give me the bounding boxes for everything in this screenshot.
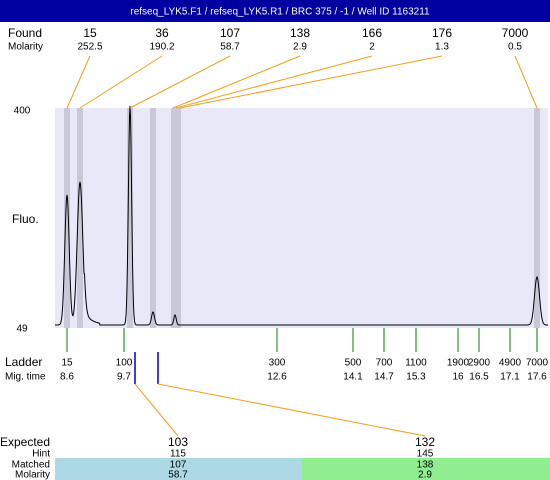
ladder-time: 14.1: [343, 372, 363, 383]
ladder-time: 12.6: [267, 372, 287, 383]
matched-molarity: 58.7: [168, 470, 188, 480]
peak-band: [64, 108, 70, 328]
plot-area: [55, 108, 548, 328]
ladder-time: 15.3: [406, 372, 426, 383]
expected-connector: [157, 383, 426, 437]
ladder-sublabel: Mig. time: [5, 372, 46, 383]
trace: [55, 105, 548, 326]
peak-molarity: 58.7: [220, 42, 240, 53]
hint-label: Hint: [32, 449, 50, 460]
ladder-time: 17.6: [527, 372, 547, 383]
expected-size: 103: [168, 435, 188, 449]
found-sublabel: Molarity: [8, 42, 43, 53]
title-bar: [0, 0, 550, 22]
ladder-size: 7000: [526, 358, 549, 369]
hint-size: 115: [170, 449, 186, 460]
ladder-time: 16: [452, 372, 464, 383]
peak-band: [127, 108, 133, 328]
peak-band: [77, 108, 83, 328]
ladder-time: 9.7: [117, 372, 131, 383]
ladder-time: 16.5: [469, 372, 489, 383]
peak-connector: [514, 55, 538, 109]
peak-size: 138: [290, 26, 310, 40]
peak-molarity: 1.3: [435, 42, 449, 53]
peak-size: 36: [155, 26, 169, 40]
peak-size: 15: [83, 26, 97, 40]
match-box: [302, 458, 550, 480]
peak-size: 166: [362, 26, 382, 40]
found-label: Found: [8, 26, 42, 40]
match-box: [55, 458, 302, 480]
expected-label: Expected: [0, 435, 50, 449]
peak-size: 176: [432, 26, 452, 40]
peak-band: [171, 108, 177, 328]
title: refseq_LYK5.F1 / refseq_LYK5.R1 / BRC 37…: [130, 7, 430, 18]
ladder-label: Ladder: [5, 355, 42, 369]
y-min: 49: [16, 324, 28, 335]
peak-connector: [175, 55, 373, 109]
peak-band: [150, 108, 156, 328]
y-max: 400: [14, 106, 31, 117]
peak-molarity: 2: [369, 42, 375, 53]
peak-connector: [79, 55, 163, 109]
ladder-time: 8.6: [60, 372, 74, 383]
ladder-size: 2900: [468, 358, 491, 369]
expected-size: 132: [415, 435, 435, 449]
matched-size: 138: [417, 460, 434, 471]
ladder-size: 700: [376, 358, 393, 369]
peak-molarity: 190.2: [149, 42, 174, 53]
molarity-label: Molarity: [15, 470, 50, 480]
peak-size: 107: [220, 26, 240, 40]
matched-label: Matched: [12, 460, 50, 471]
peak-connector: [172, 55, 301, 109]
ladder-size: 500: [345, 358, 362, 369]
y-label: Fluo.: [12, 212, 39, 226]
matched-size: 107: [170, 460, 187, 471]
peak-connector: [66, 55, 91, 109]
peak-connector: [179, 55, 443, 109]
ladder-time: 14.7: [374, 372, 394, 383]
ladder-size: 100: [116, 358, 133, 369]
ladder-size: 4900: [499, 358, 522, 369]
ladder-size: 1900: [447, 358, 470, 369]
peak-size: 7000: [502, 26, 529, 40]
ladder-size: 1100: [405, 358, 427, 369]
ladder-size: 300: [269, 358, 286, 369]
peak-band: [534, 108, 540, 328]
peak-band: [175, 108, 181, 328]
matched-molarity: 2.9: [418, 470, 432, 480]
expected-connector: [134, 383, 179, 437]
peak-molarity: 252.5: [77, 42, 102, 53]
peak-molarity: 0.5: [508, 42, 522, 53]
ladder-size: 15: [61, 358, 73, 369]
peak-molarity: 2.9: [293, 42, 307, 53]
ladder-time: 17.1: [500, 372, 520, 383]
hint-size: 145: [417, 449, 434, 460]
peak-connector: [129, 55, 231, 109]
